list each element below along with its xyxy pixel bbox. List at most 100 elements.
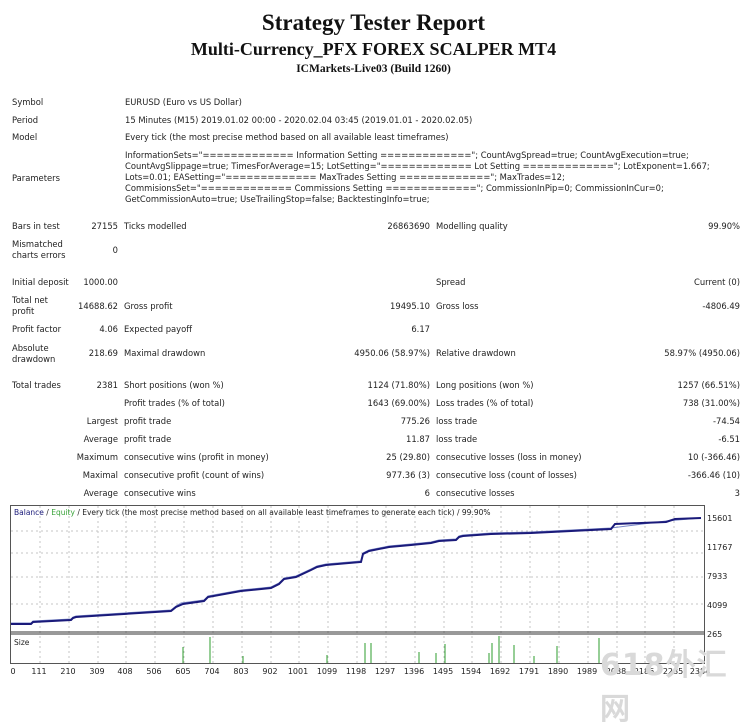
y-tick: 4099 <box>707 601 728 610</box>
modelling-quality-label: Modelling quality <box>436 221 508 231</box>
model-value: Every tick (the most precise method base… <box>125 132 449 142</box>
max-consec-wins-label: consecutive wins (profit in money) <box>124 452 269 462</box>
average-label: Average <box>83 434 118 444</box>
ticks-modelled-value: 26863690 <box>387 221 430 231</box>
profit-factor-value: 4.06 <box>99 324 118 334</box>
maximal-label: Maximal <box>82 470 118 480</box>
x-tick: 1890 <box>547 667 569 676</box>
x-tick: 1396 <box>403 667 425 676</box>
mismatched-value: 0 <box>112 245 118 255</box>
profit-factor-label: Profit factor <box>12 324 62 334</box>
x-tick: 210 <box>60 667 76 676</box>
y-tick: 11767 <box>707 543 733 552</box>
largest-loss-label: loss trade <box>436 416 478 426</box>
modelling-quality-value: 99.90% <box>708 221 740 231</box>
maximal-consec-loss-value: -366.46 (10) <box>687 470 740 480</box>
avg-consec-wins-label: consecutive wins <box>124 488 196 498</box>
largest-profit-label: profit trade <box>124 416 172 426</box>
gross-profit-value: 19495.10 <box>390 301 430 311</box>
balance-chart: Balance / Equity / Every tick (the most … <box>10 505 705 664</box>
param-line: CommisionsSet="============= Commissions… <box>125 183 664 193</box>
short-positions-value: 1124 (71.80%) <box>367 380 430 390</box>
gross-loss-value: -4806.49 <box>702 301 740 311</box>
y-tick: 7933 <box>707 572 728 581</box>
maximal-consec-loss-label: consecutive loss (count of losses) <box>436 470 577 480</box>
x-tick: 1791 <box>518 667 540 676</box>
x-tick: 1297 <box>374 667 396 676</box>
size-pane-label: Size <box>14 638 30 647</box>
x-tick: 1495 <box>432 667 454 676</box>
parameters-label: Parameters <box>12 173 60 183</box>
long-positions-label: Long positions (won %) <box>436 380 534 390</box>
relative-drawdown-label: Relative drawdown <box>436 348 516 358</box>
x-tick: 803 <box>233 667 249 676</box>
bars-in-test-value: 27155 <box>91 221 118 231</box>
absolute-drawdown-label: Absolute drawdown <box>12 343 56 364</box>
x-tick: 309 <box>89 667 105 676</box>
short-positions-label: Short positions (won %) <box>124 380 224 390</box>
expected-payoff-value: 6.17 <box>411 324 430 334</box>
average-profit-value: 11.87 <box>406 434 430 444</box>
loss-trades-value: 738 (31.00%) <box>682 398 740 408</box>
report-title: Strategy Tester Report <box>261 10 486 35</box>
x-tick: 1099 <box>316 667 338 676</box>
model-label: Model <box>12 132 38 142</box>
parameters-value: InformationSets="============= Informati… <box>125 150 745 205</box>
maximum-label: Maximum <box>76 452 118 462</box>
period-label: Period <box>12 115 39 125</box>
mismatched-label: Mismatched charts errors <box>12 239 66 260</box>
initial-deposit-value: 1000.00 <box>83 277 118 287</box>
avg-consec-losses-value: 3 <box>734 488 740 498</box>
maximal-consec-profit-value: 977.36 (3) <box>386 470 430 480</box>
initial-deposit-label: Initial deposit <box>12 277 69 287</box>
relative-drawdown-value: 58.97% (4950.06) <box>664 348 740 358</box>
x-tick: 506 <box>146 667 162 676</box>
legend-separator: / <box>43 508 52 517</box>
x-tick: 111 <box>31 667 47 676</box>
symbol-value: EURUSD (Euro vs US Dollar) <box>125 97 242 107</box>
ea-name: Multi-Currency_PFX FOREX SCALPER MT4 <box>190 39 557 59</box>
total-net-profit-label: Total net profit <box>12 295 48 316</box>
maximal-drawdown-label: Maximal drawdown <box>124 348 206 358</box>
total-trades-label: Total trades <box>12 380 61 390</box>
max-consec-losses-label: consecutive losses (loss in money) <box>436 452 582 462</box>
x-tick: 408 <box>117 667 133 676</box>
watermark: 618外汇网 <box>600 648 728 727</box>
server-build: ICMarkets-Live03 (Build 1260) <box>296 63 451 75</box>
x-tick: 704 <box>204 667 220 676</box>
expected-payoff-label: Expected payoff <box>124 324 193 334</box>
x-tick: 902 <box>262 667 278 676</box>
x-tick: 1692 <box>489 667 511 676</box>
total-trades-value: 2381 <box>96 380 118 390</box>
param-line: CountAvgSlippage=true; TimesForAverage=1… <box>125 161 710 171</box>
param-line: InformationSets="============= Informati… <box>125 150 689 160</box>
loss-trades-label: Loss trades (% of total) <box>436 398 534 408</box>
largest-label: Largest <box>86 416 118 426</box>
param-line: Lots=0.01; EASetting="============= MaxT… <box>125 172 565 182</box>
x-tick: 2384 <box>689 667 711 676</box>
x-tick: 2186 <box>633 667 655 676</box>
maximal-drawdown-value: 4950.06 (58.97%) <box>354 348 430 358</box>
ticks-modelled-label: Ticks modelled <box>124 221 187 231</box>
absolute-drawdown-value: 218.69 <box>88 348 118 358</box>
x-tick: 605 <box>175 667 191 676</box>
y-tick: 15601 <box>707 514 733 523</box>
gross-profit-label: Gross profit <box>124 301 173 311</box>
period-value: 15 Minutes (M15) 2019.01.02 00:00 - 2020… <box>125 115 473 125</box>
x-tick: 1594 <box>460 667 482 676</box>
largest-profit-value: 775.26 <box>400 416 430 426</box>
param-line: GetCommissionAuto=true; UseTrailingStop=… <box>125 194 430 204</box>
max-consec-wins-value: 25 (29.80) <box>386 452 430 462</box>
average-loss-value: -6.51 <box>718 434 740 444</box>
chart-legend: Balance / Equity / Every tick (the most … <box>14 508 491 517</box>
x-tick: 1001 <box>287 667 309 676</box>
total-net-profit-value: 14688.62 <box>78 301 118 311</box>
average-consec-label: Average <box>83 488 118 498</box>
spread-label: Spread <box>436 277 466 287</box>
x-tick: 1198 <box>345 667 367 676</box>
bars-in-test-label: Bars in test <box>12 221 60 231</box>
spread-value: Current (0) <box>694 277 740 287</box>
average-profit-label: profit trade <box>124 434 172 444</box>
x-tick: 0 <box>10 667 16 676</box>
avg-consec-wins-value: 6 <box>424 488 430 498</box>
